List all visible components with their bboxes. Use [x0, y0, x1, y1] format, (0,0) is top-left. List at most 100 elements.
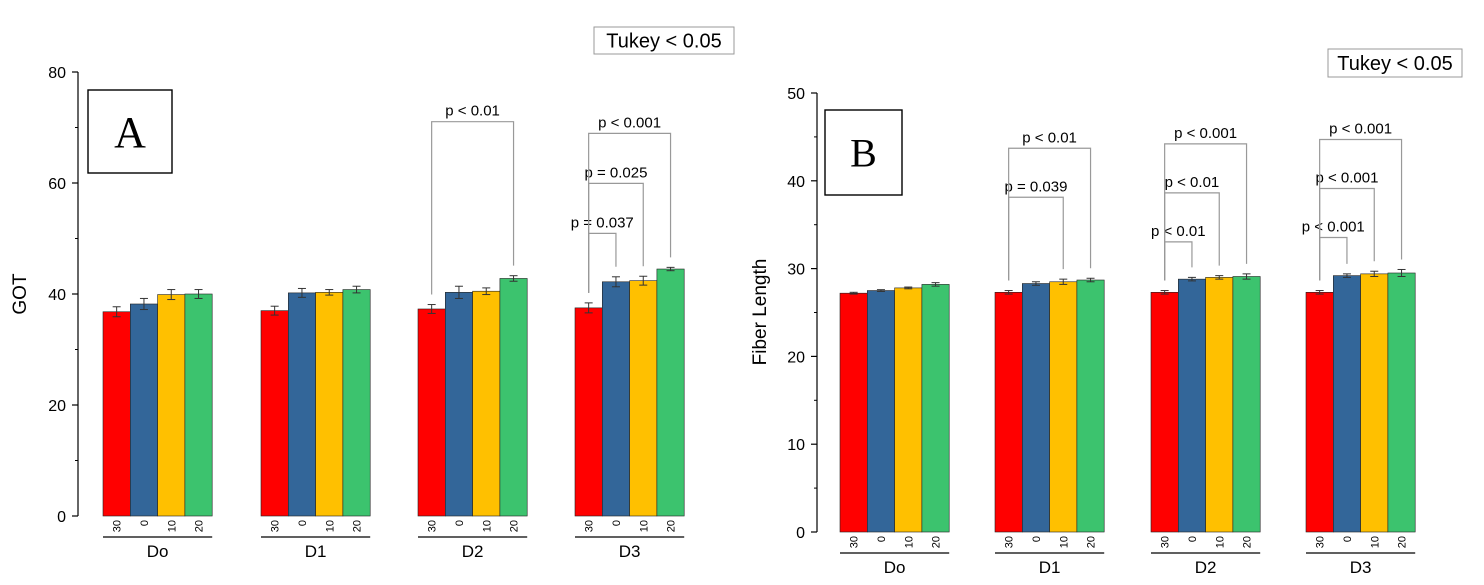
group-label: D3: [619, 542, 641, 561]
bar-D3-30: [574, 307, 603, 517]
tukey-label: Tukey < 0.05: [1337, 53, 1452, 75]
y-tick-label: 40: [787, 174, 805, 191]
p-value-label: p < 0.001: [1302, 218, 1365, 235]
bar-D1-10: [315, 292, 344, 517]
y-tick-label: 20: [787, 349, 805, 366]
dose-label: 0: [139, 520, 151, 526]
dose-label: 10: [1214, 536, 1226, 548]
p-value-label: p < 0.001: [598, 114, 661, 131]
p-value-label: p < 0.001: [1174, 125, 1237, 142]
y-axis-label: Fiber Length: [750, 259, 771, 366]
bar-D1-30: [994, 292, 1023, 533]
tukey-label: Tukey < 0.05: [606, 31, 721, 53]
p-value-label: p = 0.037: [571, 214, 634, 231]
dose-label: 30: [1004, 536, 1016, 548]
dose-label: 0: [297, 520, 309, 526]
dose-label: 30: [584, 520, 596, 532]
dose-label: 20: [352, 520, 364, 532]
bar-D2-30: [1150, 292, 1179, 533]
dose-label: 10: [903, 536, 915, 548]
bar-Do-0: [866, 290, 895, 533]
group-label: D1: [305, 542, 327, 561]
group-label: Do: [884, 558, 906, 577]
bar-D2-20: [1232, 276, 1261, 533]
bar-D1-10: [1049, 281, 1078, 533]
panel-b-fiber-length-chart: 0 10 20 30 40 50 Fiber Length 30 0 10 20 Do 30 0 10 20 D…: [750, 48, 1463, 577]
panel-a-got-chart: 0 20 40 60 80 GOT 30 0 10 20 Do 30 0 10 20 D1 30 0 10 20 D2 3…: [10, 26, 735, 561]
significance-bracket: [1008, 147, 1092, 281]
bar-D3-20: [1387, 272, 1416, 533]
group-label: Do: [147, 542, 169, 561]
dose-label: 30: [270, 520, 282, 532]
panel-label: B: [850, 131, 877, 176]
y-tick-label: 0: [796, 525, 805, 542]
bar-D3-10: [629, 280, 658, 517]
panel-label-box: [87, 89, 173, 174]
dose-label: 10: [1058, 536, 1070, 548]
p-value-label: p = 0.025: [584, 164, 647, 181]
p-value-label: p < 0.01: [445, 103, 500, 120]
significance-bracket: [1164, 241, 1193, 281]
y-tick-label: 30: [787, 262, 805, 279]
bar-D1-30: [260, 310, 289, 517]
bar-Do-20: [921, 284, 950, 533]
dose-label: 10: [1369, 536, 1381, 548]
p-value-label: p < 0.001: [1329, 120, 1392, 137]
dose-label: 20: [931, 536, 943, 548]
bar-D1-20: [1076, 279, 1105, 533]
tukey-box: [593, 26, 735, 55]
p-value-label: p < 0.01: [1165, 174, 1220, 191]
bar-D3-20: [656, 268, 685, 517]
dose-label: 30: [1160, 536, 1172, 548]
p-value-label: p < 0.01: [1022, 129, 1077, 146]
dose-label: 0: [1342, 536, 1354, 542]
dose-label: 10: [481, 520, 493, 532]
dose-label: 20: [1242, 536, 1254, 548]
bar-Do-30: [839, 292, 868, 533]
bar-Do-30: [102, 311, 131, 517]
y-tick-label: 20: [48, 398, 66, 415]
bar-D1-20: [342, 289, 371, 517]
y-tick-label: 60: [48, 176, 66, 193]
panel-label: A: [114, 108, 146, 157]
bar-D3-30: [1305, 292, 1334, 533]
significance-bracket: [431, 121, 515, 295]
dose-label: 10: [166, 520, 178, 532]
group-label: D3: [1350, 558, 1372, 577]
dose-label: 30: [1315, 536, 1327, 548]
dose-label: 30: [427, 520, 439, 532]
significance-bracket: [1008, 196, 1064, 281]
y-tick-label: 40: [48, 287, 66, 304]
tukey-box: [1327, 48, 1463, 78]
p-value-label: p < 0.001: [1315, 169, 1378, 186]
group-label: D1: [1039, 558, 1061, 577]
group-label: D2: [462, 542, 484, 561]
y-tick-label: 0: [57, 509, 66, 526]
dose-label: 20: [666, 520, 678, 532]
y-tick-label: 80: [48, 65, 66, 82]
bar-D2-30: [417, 308, 446, 517]
bar-D2-0: [1178, 278, 1206, 533]
dose-label: 10: [324, 520, 336, 532]
dose-label: 0: [1187, 536, 1199, 542]
significance-bracket: [1319, 236, 1348, 281]
bar-D2-10: [472, 290, 501, 517]
bar-D2-0: [444, 292, 473, 517]
bar-D3-0: [601, 281, 630, 517]
dose-label: 0: [1031, 536, 1043, 542]
dose-label: 20: [509, 520, 521, 532]
bar-D1-0: [1021, 283, 1050, 533]
bar-Do-10: [157, 294, 186, 517]
bar-D2-20: [499, 278, 528, 517]
dose-label: 0: [611, 520, 623, 526]
p-value-label: p < 0.01: [1151, 223, 1206, 240]
group-label: D2: [1195, 558, 1217, 577]
dose-label: 0: [454, 520, 466, 526]
bar-D1-0: [287, 292, 316, 517]
y-tick-label: 10: [787, 437, 805, 454]
bar-D3-0: [1333, 275, 1361, 533]
significance-bracket: [1164, 143, 1248, 281]
dose-label: 0: [876, 536, 888, 542]
dose-label: 20: [1397, 536, 1409, 548]
